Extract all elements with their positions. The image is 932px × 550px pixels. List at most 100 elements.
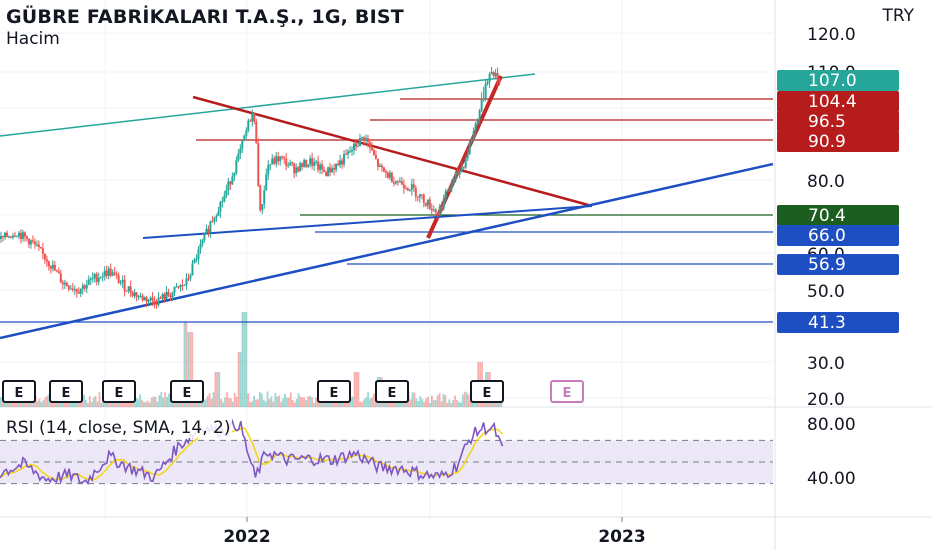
price-scale[interactable]: 120.0110.080.060.050.030.020.0107.0104.4…: [777, 25, 899, 489]
candle-body: [396, 181, 399, 183]
earnings-marker-label: E: [330, 386, 339, 401]
candle-body: [255, 121, 258, 144]
candle-body: [492, 71, 495, 77]
volume-bar: [280, 401, 283, 407]
volume-bar: [195, 399, 197, 407]
volume-bar: [299, 396, 302, 407]
volume-bar: [214, 372, 217, 407]
candle-body: [297, 167, 300, 172]
candle-body: [388, 172, 391, 178]
candle-body: [47, 261, 50, 266]
candle-body: [0, 235, 2, 239]
volume-bar: [83, 394, 85, 407]
candle-body: [201, 240, 204, 245]
candle-body: [442, 198, 445, 209]
candle-body: [237, 153, 240, 161]
volume-bar: [38, 398, 41, 407]
volume-bar: [411, 392, 414, 407]
volume-bar: [255, 399, 257, 407]
candle-body: [13, 235, 16, 237]
candle-body: [390, 172, 393, 183]
candle-body: [452, 177, 455, 185]
volume-bar: [454, 395, 456, 407]
candle-body: [213, 217, 216, 222]
volume-bar: [369, 398, 371, 407]
volume-bar: [247, 393, 250, 407]
volume-bar: [421, 398, 424, 407]
candle-body: [366, 138, 369, 143]
volume-bar: [98, 392, 101, 407]
candle-body: [317, 161, 320, 170]
candle-body: [464, 158, 467, 168]
candle-body: [271, 158, 274, 165]
candle-body: [327, 167, 330, 177]
volume-bar: [434, 400, 437, 407]
candle-body: [420, 194, 423, 196]
volume-bar: [432, 400, 435, 407]
volume-bar: [121, 400, 124, 407]
candle-body: [313, 161, 316, 166]
candle-body: [203, 233, 206, 241]
volume-bar: [415, 398, 418, 407]
volume-bar: [436, 395, 439, 407]
candle-body: [147, 299, 150, 302]
candle-body: [59, 273, 62, 283]
candle-body: [277, 156, 280, 162]
trend-line-teal: [0, 73, 536, 137]
time-axis[interactable]: 2022 2023: [223, 517, 646, 547]
candle-body: [195, 259, 198, 261]
candle-body: [458, 170, 461, 175]
volume-bar: [386, 401, 389, 407]
candle-body: [155, 304, 158, 306]
volume-bar: [357, 372, 360, 407]
price-tag-90.9: [777, 131, 899, 152]
volume-bar: [459, 402, 462, 407]
volume-bar: [183, 322, 186, 407]
candle-body: [177, 286, 180, 288]
candle-body: [81, 285, 84, 289]
volume-bar: [222, 402, 225, 407]
volume-bar: [465, 392, 468, 407]
candle-body: [484, 83, 487, 99]
volume-bar: [212, 392, 215, 407]
candle-body: [275, 156, 278, 164]
candle-body: [75, 289, 78, 292]
candle-body: [199, 244, 202, 250]
volume-bar: [119, 402, 122, 407]
rsi-tick-label: 40.00: [807, 469, 856, 489]
volume-bar: [249, 401, 252, 407]
price-tag-66.0: [777, 225, 899, 246]
candle-body: [135, 292, 138, 297]
candle-body: [189, 274, 192, 279]
volume-bar: [260, 393, 263, 407]
volume-bar: [135, 397, 138, 407]
candle-body: [299, 163, 302, 172]
candle-body: [360, 137, 363, 139]
volume-bar: [332, 402, 335, 407]
candle-body: [241, 140, 244, 149]
volume-bar: [40, 402, 43, 407]
volume-bar: [456, 399, 458, 407]
time-tick-label: 2022: [223, 527, 270, 547]
volume-bar: [5, 402, 8, 407]
candle-body: [23, 232, 26, 237]
candle-body: [305, 160, 308, 167]
candle-body: [331, 168, 334, 173]
volume-bar: [372, 393, 375, 407]
candle-body: [261, 204, 264, 211]
volume-bar: [81, 400, 83, 407]
price-tag-96.5: [777, 111, 899, 132]
volume-bar: [384, 400, 387, 407]
candle-body: [498, 79, 501, 81]
earnings-marker-box: [317, 380, 351, 403]
volume-bar: [295, 398, 298, 407]
candle-body: [163, 294, 166, 300]
candle-body: [125, 290, 128, 292]
volume-bar: [409, 399, 412, 407]
rsi-indicator-label[interactable]: RSI (14, close, SMA, 14, 2): [4, 418, 233, 438]
candle-body: [57, 271, 60, 274]
candle-body: [141, 295, 144, 301]
candle-body: [321, 164, 324, 170]
